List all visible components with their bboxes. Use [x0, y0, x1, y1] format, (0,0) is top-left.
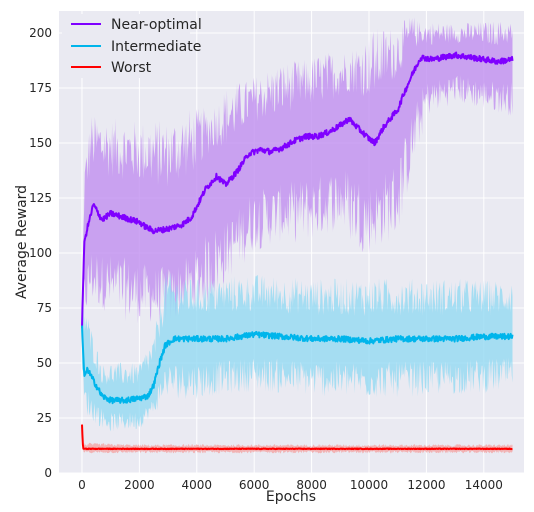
near-optimal-mean-line [81, 51, 514, 328]
legend: Near-optimal Intermediate Worst [62, 14, 202, 78]
worst-band [82, 421, 513, 454]
x-tick-label: 2000 [124, 478, 155, 492]
y-tick-label: 0 [44, 466, 52, 480]
y-tick-label: 75 [37, 301, 52, 315]
legend-box [62, 14, 190, 78]
y-tick-label: 25 [37, 411, 52, 425]
x-tick-label: 6000 [239, 478, 270, 492]
y-tick-label: 200 [29, 26, 52, 40]
worst-mean-line [81, 424, 513, 451]
x-tick-label: 14000 [465, 478, 503, 492]
legend-label-worst: Worst [111, 60, 152, 76]
x-tick-label: 0 [78, 478, 86, 492]
legend-item-near-optimal: Near-optimal [71, 17, 202, 33]
series-layer [81, 17, 514, 454]
x-tick-label: 12000 [407, 478, 445, 492]
y-tick-label: 50 [37, 356, 52, 370]
x-tick-label: 8000 [296, 478, 327, 492]
y-tick-label: 150 [29, 136, 52, 150]
x-tick-label: 4000 [182, 478, 213, 492]
legend-item-intermediate: Intermediate [71, 39, 201, 55]
y-tick-label: 125 [29, 191, 52, 205]
y-tick-label: 175 [29, 81, 52, 95]
legend-label-near-optimal: Near-optimal [111, 17, 202, 33]
x-axis-label: Epochs [266, 489, 316, 505]
y-tick-label: 100 [29, 246, 52, 260]
intermediate-mean-line [81, 325, 514, 405]
y-axis-label: Average Reward [14, 185, 30, 299]
intermediate-band [82, 270, 513, 432]
legend-item-worst: Worst [71, 60, 152, 76]
tick-labels: 0 2000 4000 6000 8000 10000 12000 14000 0 25 50 75 1… [29, 26, 503, 492]
x-tick-label: 10000 [350, 478, 388, 492]
legend-label-intermediate: Intermediate [111, 39, 201, 55]
near-optimal-band [82, 17, 513, 357]
